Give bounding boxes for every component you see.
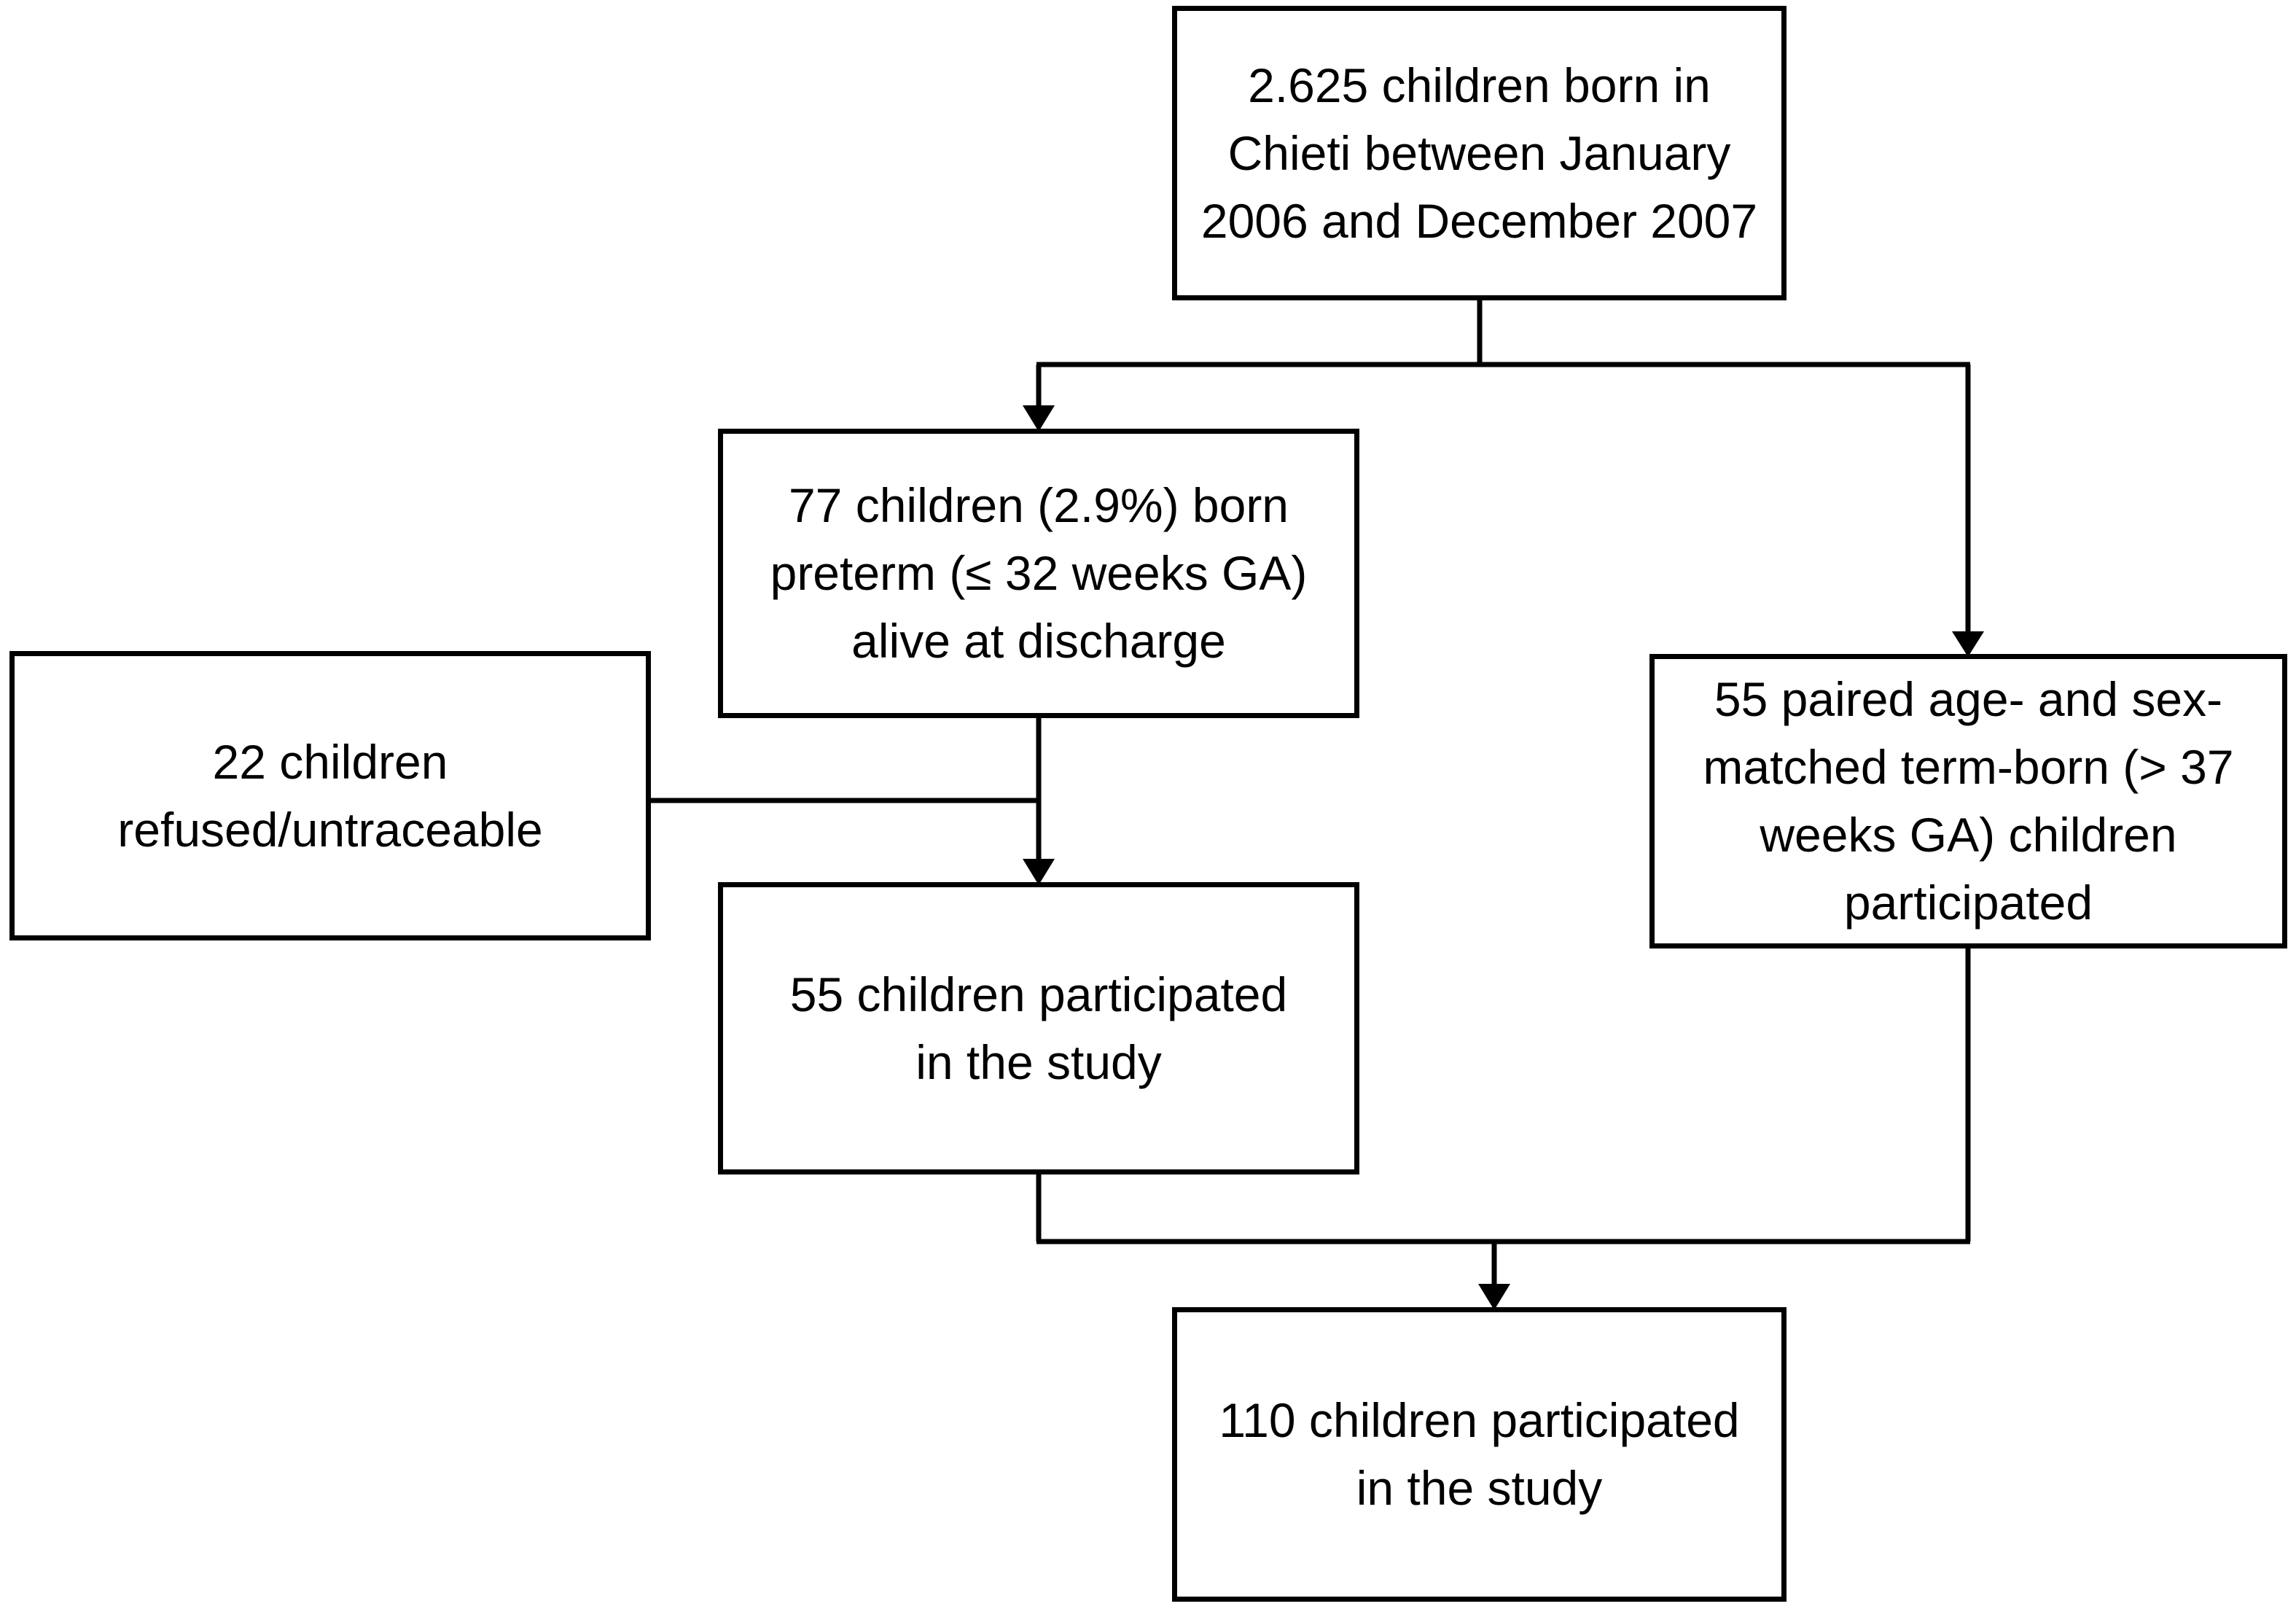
text-line: matched term-born (> 37 [1703, 740, 2234, 794]
box-preterm-text: 77 children (2.9%) born preterm (≤ 32 we… [770, 472, 1308, 675]
text-line: weeks GA) children [1760, 808, 2177, 862]
box-excluded-text: 22 children refused/untraceable [117, 728, 542, 864]
text-line: 110 children participated [1219, 1393, 1740, 1447]
text-line: in the study [915, 1035, 1162, 1089]
box-preterm: 77 children (2.9%) born preterm (≤ 32 we… [718, 429, 1359, 718]
text-line: alive at discharge [851, 614, 1226, 668]
text-line: in the study [1356, 1461, 1603, 1515]
box-total-births-text: 2.625 children born in Chieti between Ja… [1201, 52, 1757, 255]
text-line: 55 paired age- and sex- [1714, 672, 2223, 726]
text-line: preterm (≤ 32 weeks GA) [770, 546, 1308, 600]
box-preterm-participated-text: 55 children participated in the study [790, 961, 1287, 1096]
arrowhead-final [1478, 1284, 1510, 1310]
text-line: 2006 and December 2007 [1200, 193, 1758, 248]
box-preterm-participated: 55 children participated in the study [718, 882, 1359, 1174]
box-term-controls-text: 55 paired age- and sex- matched term-bor… [1703, 666, 2233, 937]
box-final-total: 110 children participated in the study [1172, 1307, 1787, 1602]
text-line: 2.625 children born in [1248, 58, 1711, 112]
box-total-births: 2.625 children born in Chieti between Ja… [1172, 6, 1787, 300]
arrowhead-preterm [1023, 405, 1055, 432]
text-line: participated [1843, 876, 2093, 930]
text-line: refused/untraceable [117, 802, 543, 857]
box-final-total-text: 110 children participated in the study [1219, 1387, 1739, 1522]
arrowhead-participated [1023, 859, 1055, 885]
text-line: Chieti between January [1227, 125, 1731, 180]
box-term-controls: 55 paired age- and sex- matched term-bor… [1649, 654, 2287, 948]
text-line: 22 children [212, 734, 448, 789]
text-line: 77 children (2.9%) born [788, 478, 1289, 532]
arrowhead-term [1952, 631, 1984, 657]
text-line: 55 children participated [789, 967, 1288, 1021]
box-excluded: 22 children refused/untraceable [9, 651, 651, 940]
